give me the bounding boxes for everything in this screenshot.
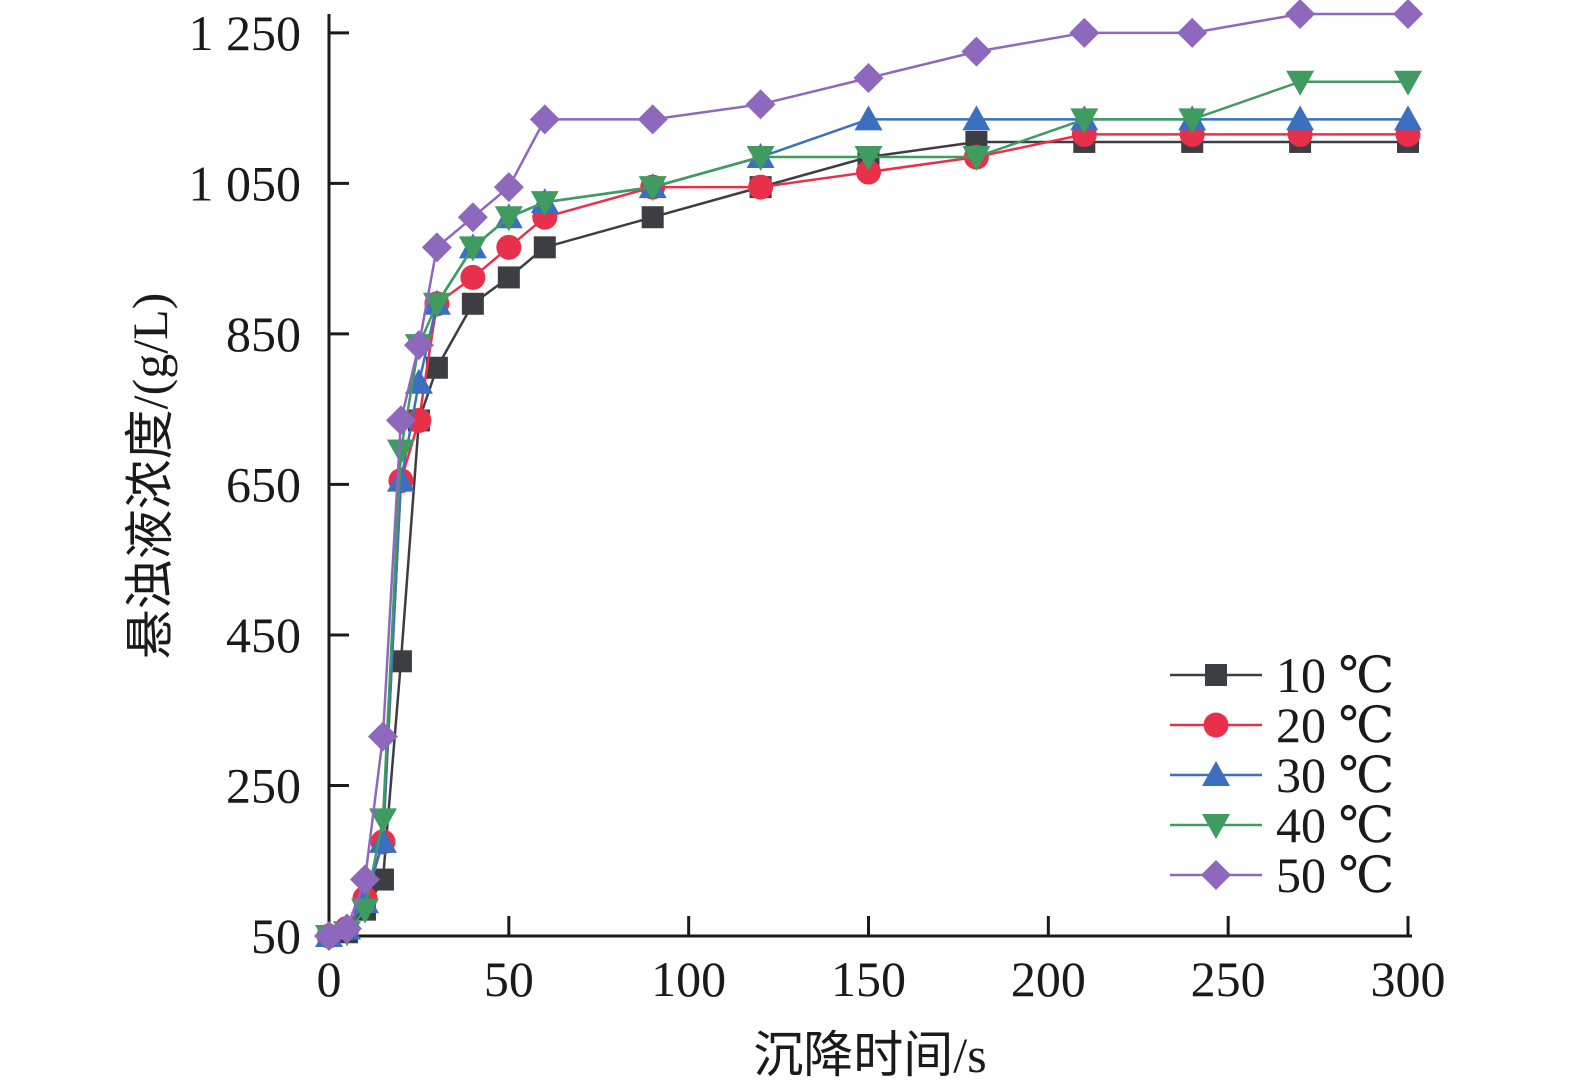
legend-item: 50 ℃ — [1170, 847, 1394, 903]
series-3 — [315, 105, 1422, 947]
legend-marker — [1202, 814, 1230, 839]
data-point — [1394, 105, 1422, 131]
data-point — [460, 264, 486, 290]
x-tick-label: 150 — [831, 951, 906, 1007]
data-point — [389, 650, 412, 673]
data-point — [1177, 17, 1208, 48]
data-point — [497, 266, 520, 289]
data-point — [493, 172, 524, 203]
data-point — [371, 868, 394, 891]
legend-marker — [1203, 712, 1229, 738]
data-point — [385, 405, 416, 436]
series-line — [328, 80, 1408, 938]
data-point — [637, 104, 668, 135]
legend-label: 10 ℃ — [1276, 647, 1394, 703]
legend: 10 ℃20 ℃30 ℃40 ℃50 ℃ — [1170, 647, 1394, 903]
x-ticks: 0 50 100 150 200 250 300 — [317, 916, 1446, 1007]
data-point — [748, 174, 774, 200]
x-tick-label: 50 — [484, 951, 534, 1007]
legend-label: 40 ℃ — [1276, 797, 1394, 853]
data-point — [1286, 105, 1315, 131]
y-tick-label: 650 — [226, 456, 301, 512]
data-point — [853, 62, 884, 93]
data-point — [331, 913, 362, 944]
data-point — [458, 236, 487, 262]
y-tick-label: 250 — [226, 757, 301, 813]
legend-item: 30 ℃ — [1170, 747, 1394, 803]
x-tick-label: 100 — [651, 951, 726, 1007]
legend-marker — [1201, 860, 1231, 890]
data-point — [367, 721, 398, 752]
series-line — [328, 133, 1408, 938]
data-point — [529, 104, 560, 135]
data-point — [1286, 70, 1315, 96]
legend-label: 50 ℃ — [1276, 847, 1394, 903]
data-point — [368, 827, 397, 853]
data-point — [425, 356, 448, 379]
data-point — [854, 146, 883, 172]
data-point — [349, 864, 380, 895]
data-point — [638, 176, 667, 202]
legend-item: 20 ℃ — [1170, 697, 1394, 753]
x-tick-label: 0 — [317, 951, 342, 1007]
data-point — [533, 236, 556, 259]
data-point — [494, 206, 523, 232]
data-point — [1070, 108, 1099, 134]
data-point — [1069, 17, 1100, 48]
series-line — [328, 118, 1408, 938]
data-point — [386, 439, 415, 465]
data-point — [386, 466, 415, 492]
data-point — [854, 105, 883, 131]
y-tick-label: 850 — [226, 306, 301, 362]
y-tick-label: 1 050 — [189, 155, 302, 211]
x-tick-label: 300 — [1371, 951, 1446, 1007]
legend-item: 10 ℃ — [1170, 647, 1394, 703]
data-point — [530, 191, 559, 217]
data-point — [1178, 108, 1207, 134]
data-point — [962, 105, 991, 131]
series-4 — [315, 70, 1422, 950]
y-tick-label: 1 250 — [189, 5, 302, 61]
legend-item: 40 ℃ — [1170, 797, 1394, 853]
legend-label: 20 ℃ — [1276, 697, 1394, 753]
y-tick-label: 450 — [226, 607, 301, 663]
data-point — [641, 206, 664, 229]
data-point — [1394, 70, 1422, 96]
data-point — [856, 159, 881, 185]
data-point — [745, 89, 776, 120]
data-point — [421, 232, 452, 263]
data-point — [746, 146, 775, 172]
data-point — [457, 202, 488, 233]
data-point — [368, 808, 397, 834]
data-point — [1393, 0, 1423, 29]
y-axis-title: 悬浊液浓度/(g/L) — [122, 293, 178, 660]
data-point — [961, 36, 992, 67]
x-axis-title: 沉降时间/s — [753, 1027, 986, 1083]
x-tick-label: 250 — [1191, 951, 1266, 1007]
y-tick-label: 50 — [251, 908, 301, 964]
legend-label: 30 ℃ — [1276, 747, 1394, 803]
legend-marker — [1205, 664, 1227, 686]
series-line — [328, 12, 1408, 938]
data-point — [461, 292, 484, 315]
y-ticks: 50 250 450 650 850 1 050 1 250 — [189, 5, 349, 964]
data-point — [422, 292, 451, 318]
series-layer — [314, 0, 1423, 951]
legend-marker — [1202, 761, 1230, 786]
data-point — [403, 330, 434, 361]
data-point — [1285, 0, 1316, 29]
x-tick-label: 200 — [1011, 951, 1086, 1007]
data-point — [496, 234, 522, 260]
series-5 — [314, 0, 1423, 951]
data-point — [962, 146, 991, 172]
data-point — [350, 898, 379, 924]
